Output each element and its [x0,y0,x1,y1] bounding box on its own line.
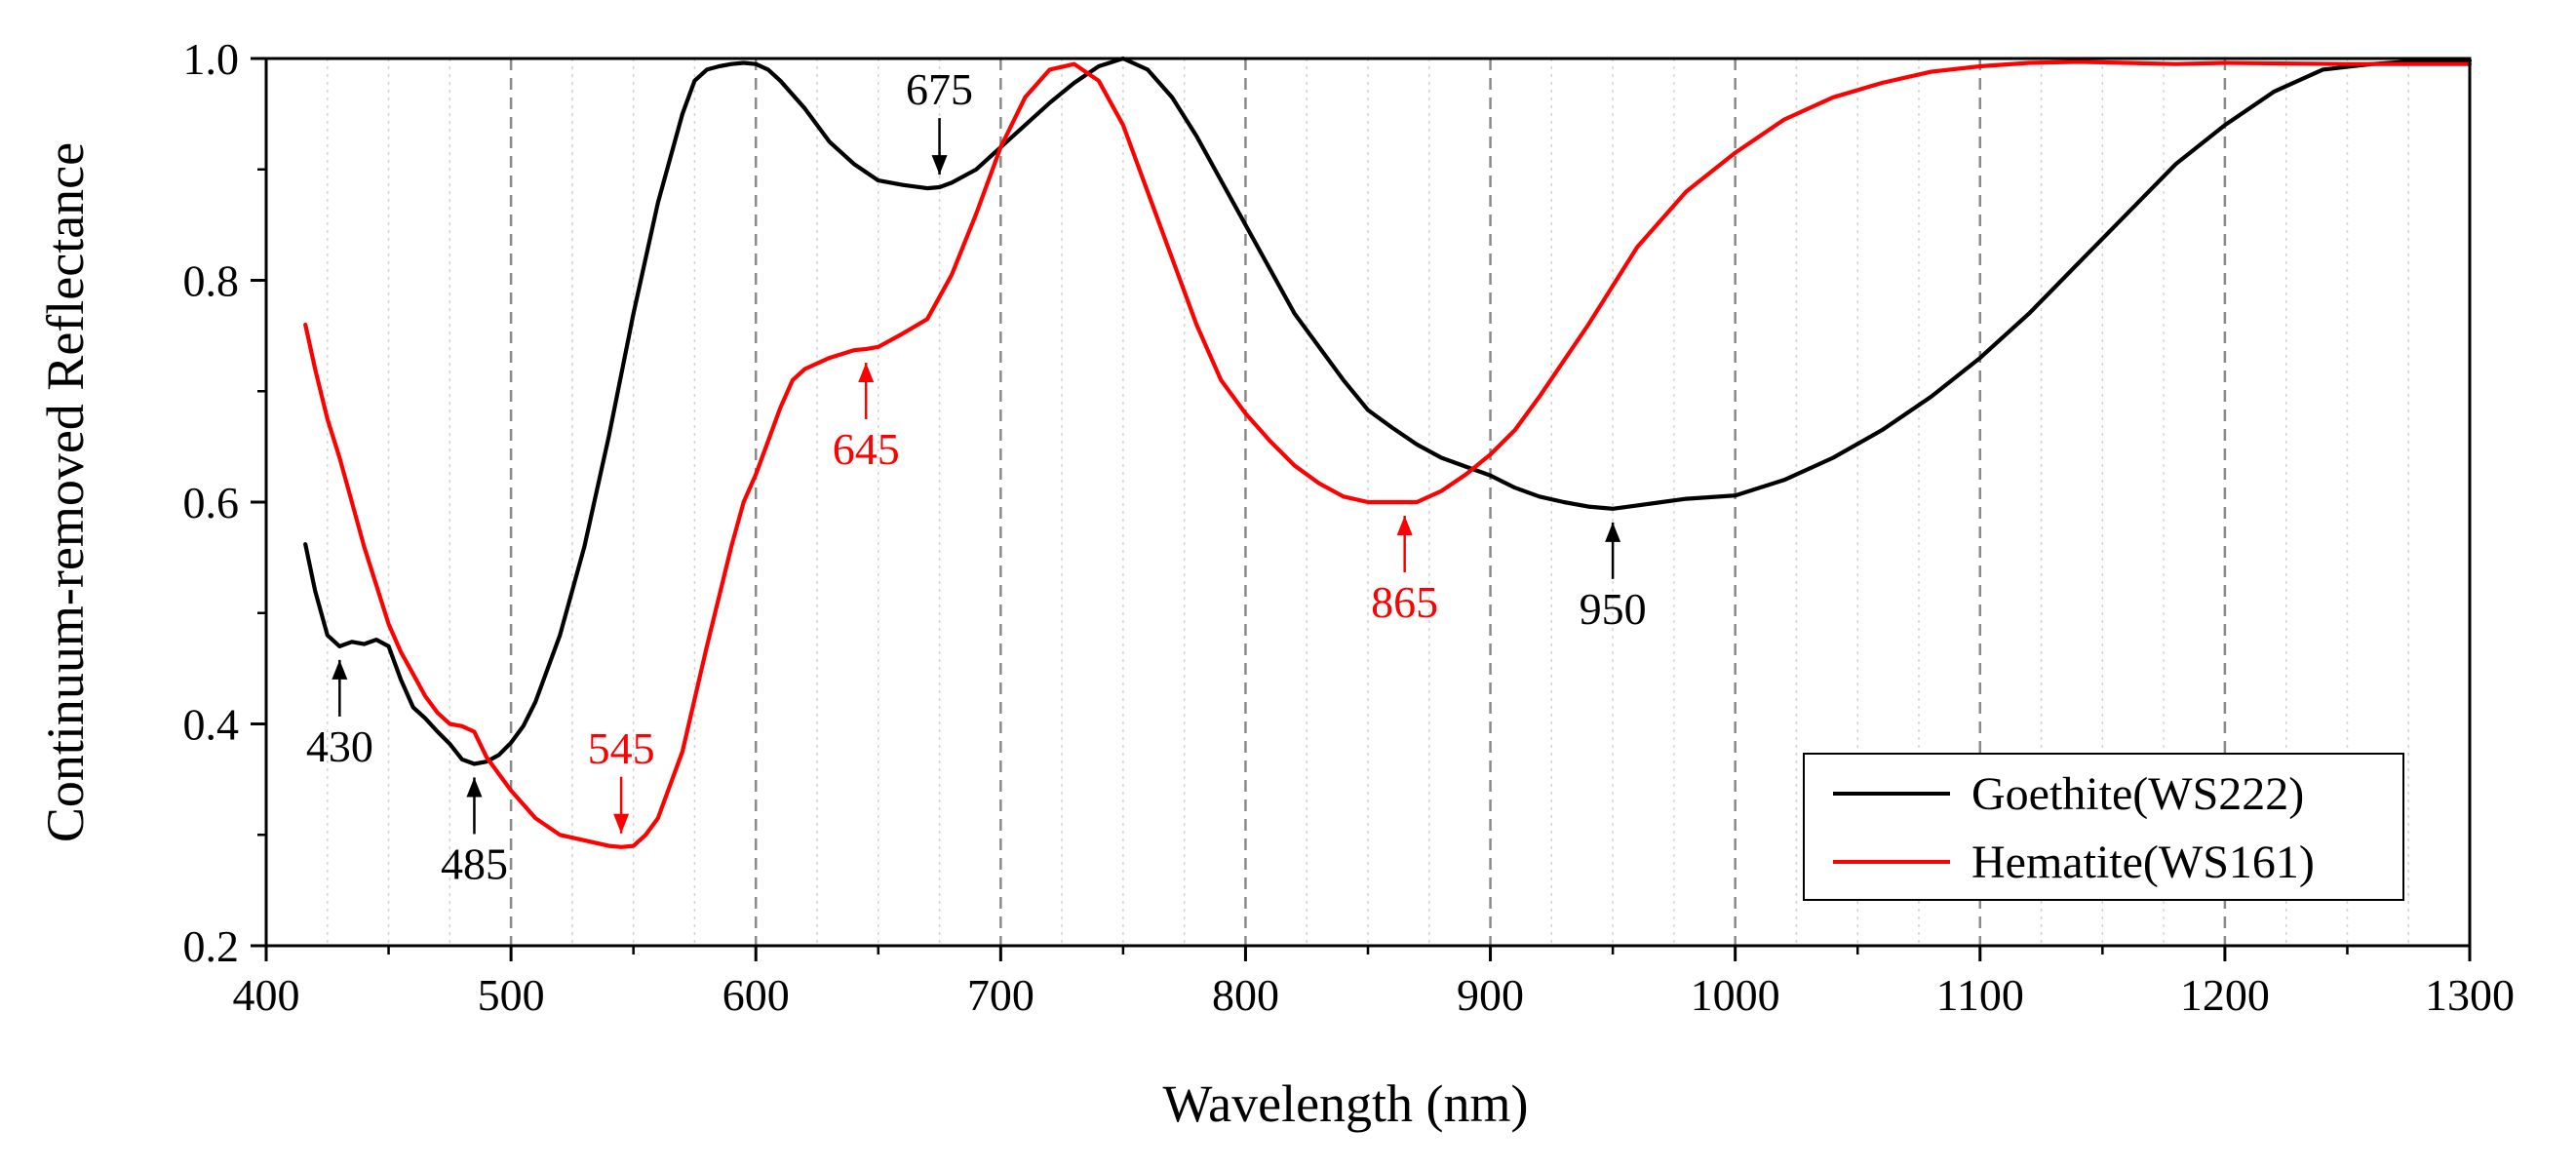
annotation-arrow-head [332,659,348,680]
annotation-545: 545 [588,723,655,834]
y-tick-label: 0.8 [183,256,240,306]
annotation-675: 675 [906,64,973,175]
annotation-950: 950 [1580,522,1647,634]
annotation-485: 485 [441,777,508,888]
annotation-arrow-head [613,813,630,834]
x-tick-label: 800 [1212,970,1279,1020]
legend-label-hematite: Hematite(WS161) [1971,837,2315,888]
grid-layer [327,58,2409,946]
annotation-label: 865 [1371,577,1438,627]
annotation-layer: 430 485 545 645 675 865 950 [306,64,1647,888]
annotation-label: 675 [906,64,973,114]
axes-layer: 400 500 600 700 800 900 1000 1100 1200 1300 0.2 0.4… [183,34,2516,1020]
annotation-label: 645 [833,424,900,474]
y-tick-label: 0.6 [183,478,240,527]
annotation-arrow-head [858,363,875,383]
annotation-arrow-head [1396,516,1413,535]
annotation-label: 485 [441,838,508,888]
x-tick-label: 900 [1457,970,1524,1020]
x-tick-label: 700 [967,970,1034,1020]
x-tick-label: 1200 [2180,970,2270,1020]
annotation-label: 545 [588,723,655,773]
y-axis-title: Continuum-removed Reflectance [36,142,95,842]
series-layer [303,56,2473,849]
x-tick-label: 400 [233,970,300,1020]
annotation-label: 950 [1580,584,1647,634]
annotation-arrow-head [1605,522,1621,542]
x-tick-label: 1000 [1691,970,1780,1020]
annotation-label: 430 [306,721,373,771]
x-tick-label: 500 [478,970,545,1020]
x-axis-title: Wavelength (nm) [1162,1074,1528,1133]
series-line-goethite [303,56,2473,766]
x-tick-label: 1300 [2425,970,2515,1020]
y-tick-label: 1.0 [183,34,240,84]
x-tick-label: 600 [722,970,790,1020]
annotation-arrow-head [466,777,483,798]
legend-label-goethite: Goethite(WS222) [1971,768,2304,820]
x-tick-label: 1100 [1936,970,2024,1020]
y-tick-label: 0.4 [183,700,240,750]
annotation-865: 865 [1371,516,1438,627]
annotation-645: 645 [833,363,900,474]
legend: Goethite(WS222) Hematite(WS161) [1803,753,2404,901]
legend-box [1803,753,2404,901]
y-tick-label: 0.2 [183,921,240,971]
series-line-hematite [303,59,2473,849]
annotation-430: 430 [306,659,373,771]
annotation-arrow-head [931,155,948,175]
